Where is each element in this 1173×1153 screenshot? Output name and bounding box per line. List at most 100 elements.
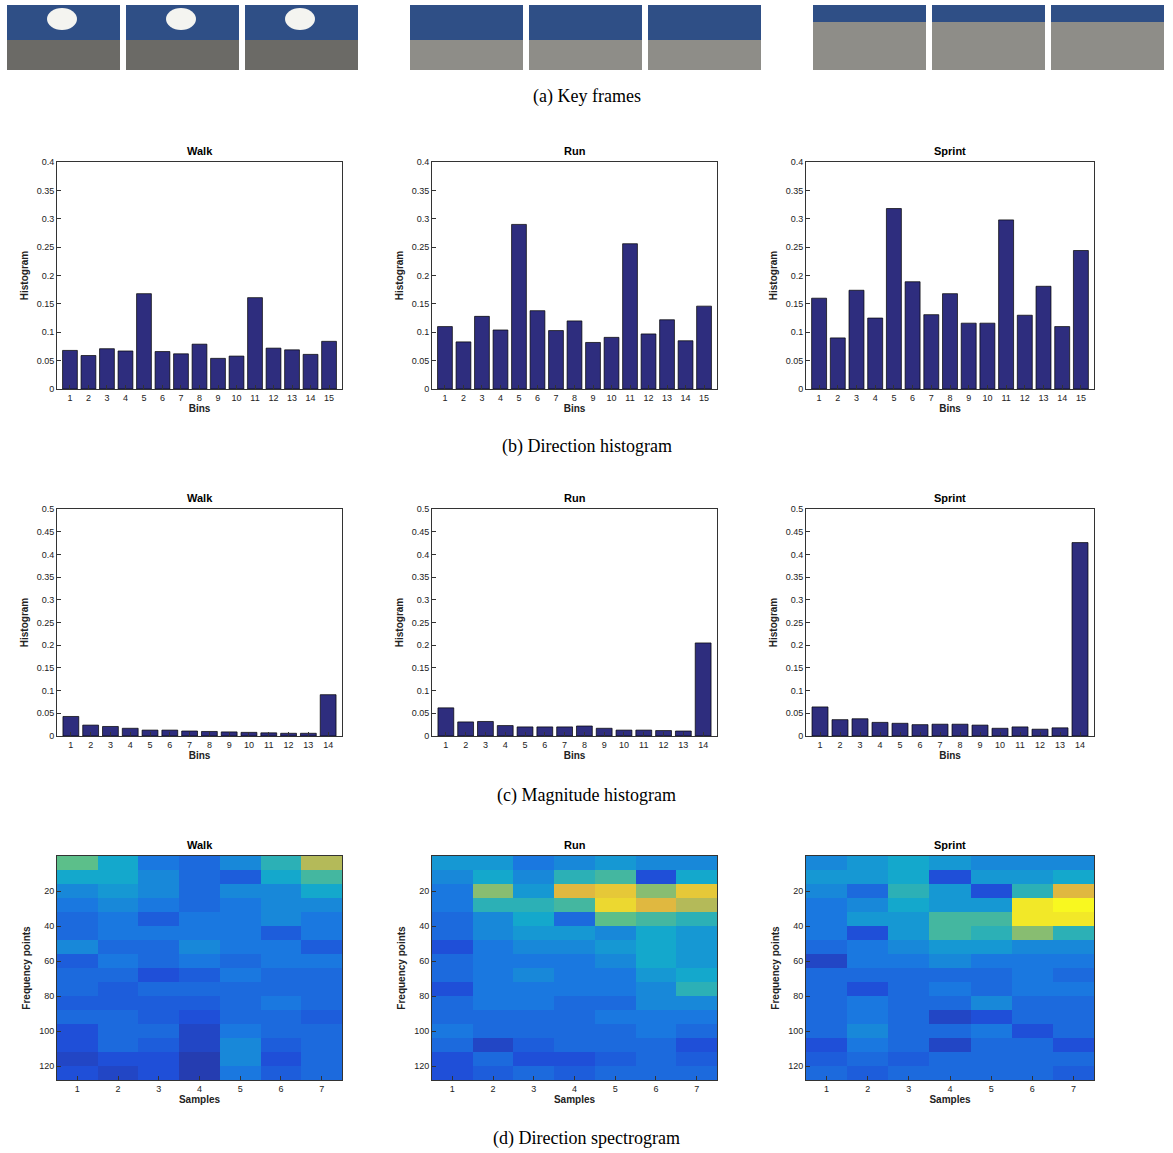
svg-text:6: 6	[653, 1084, 658, 1094]
svg-text:Histogram: Histogram	[19, 598, 30, 648]
svg-text:0.4: 0.4	[417, 550, 430, 560]
svg-text:4: 4	[498, 393, 503, 403]
svg-text:0.1: 0.1	[42, 686, 55, 696]
svg-text:0.35: 0.35	[37, 572, 55, 582]
svg-text:0.3: 0.3	[42, 214, 55, 224]
svg-text:3: 3	[483, 740, 488, 750]
svg-text:Histogram: Histogram	[394, 251, 405, 301]
svg-text:0.1: 0.1	[791, 686, 804, 696]
svg-text:9: 9	[602, 740, 607, 750]
svg-text:14: 14	[323, 740, 333, 750]
svg-text:11: 11	[1015, 740, 1024, 750]
svg-text:0.2: 0.2	[417, 271, 430, 281]
svg-text:Bins: Bins	[564, 403, 586, 414]
svg-text:1: 1	[817, 740, 822, 750]
svg-text:0.1: 0.1	[417, 327, 430, 337]
svg-text:120: 120	[414, 1061, 429, 1071]
svg-text:0.35: 0.35	[786, 572, 804, 582]
svg-text:(c) Magnitude histogram: (c) Magnitude histogram	[497, 785, 676, 806]
svg-text:10: 10	[232, 393, 242, 403]
svg-text:2: 2	[88, 740, 93, 750]
svg-text:4: 4	[123, 393, 128, 403]
svg-text:14: 14	[1057, 393, 1067, 403]
svg-text:7: 7	[562, 740, 567, 750]
svg-text:0.2: 0.2	[42, 271, 55, 281]
svg-text:0.25: 0.25	[786, 618, 804, 628]
svg-text:3: 3	[906, 1084, 911, 1094]
svg-text:20: 20	[419, 886, 429, 896]
svg-text:0.15: 0.15	[786, 299, 804, 309]
svg-text:Run: Run	[564, 839, 586, 851]
svg-text:3: 3	[156, 1084, 161, 1094]
svg-text:120: 120	[788, 1061, 803, 1071]
svg-text:0.4: 0.4	[417, 157, 430, 167]
svg-text:6: 6	[917, 740, 922, 750]
svg-text:12: 12	[1020, 393, 1030, 403]
svg-text:0.1: 0.1	[791, 327, 804, 337]
svg-text:100: 100	[39, 1026, 54, 1036]
svg-text:Histogram: Histogram	[768, 251, 779, 301]
svg-text:0: 0	[798, 731, 803, 741]
svg-text:2: 2	[463, 740, 468, 750]
svg-text:5: 5	[148, 740, 153, 750]
svg-text:5: 5	[891, 393, 896, 403]
svg-text:40: 40	[419, 921, 429, 931]
svg-text:3: 3	[104, 393, 109, 403]
svg-text:1: 1	[443, 740, 448, 750]
svg-text:(a) Key frames: (a) Key frames	[533, 86, 641, 107]
svg-text:60: 60	[419, 956, 429, 966]
svg-text:Walk: Walk	[187, 839, 213, 851]
svg-text:Sprint: Sprint	[934, 145, 966, 157]
svg-text:10: 10	[995, 740, 1005, 750]
svg-text:9: 9	[966, 393, 971, 403]
svg-text:4: 4	[873, 393, 878, 403]
svg-text:13: 13	[303, 740, 313, 750]
svg-text:40: 40	[44, 921, 54, 931]
svg-text:0.15: 0.15	[37, 299, 55, 309]
svg-text:1: 1	[817, 393, 822, 403]
svg-text:Histogram: Histogram	[394, 598, 405, 648]
svg-text:Walk: Walk	[187, 492, 213, 504]
svg-text:11: 11	[264, 740, 273, 750]
svg-text:0.25: 0.25	[37, 242, 55, 252]
svg-text:120: 120	[39, 1061, 54, 1071]
svg-text:7: 7	[1071, 1084, 1076, 1094]
svg-text:7: 7	[937, 740, 942, 750]
svg-text:2: 2	[865, 1084, 870, 1094]
svg-text:8: 8	[582, 740, 587, 750]
svg-text:Histogram: Histogram	[768, 598, 779, 648]
svg-text:14: 14	[698, 740, 708, 750]
svg-text:80: 80	[793, 991, 803, 1001]
svg-text:0.35: 0.35	[37, 186, 55, 196]
svg-text:10: 10	[619, 740, 629, 750]
svg-text:0.05: 0.05	[412, 708, 430, 718]
svg-text:Frequency points: Frequency points	[770, 926, 781, 1010]
svg-text:0.05: 0.05	[786, 708, 804, 718]
svg-text:0: 0	[798, 384, 803, 394]
svg-text:4: 4	[877, 740, 882, 750]
svg-text:Histogram: Histogram	[19, 251, 30, 301]
svg-text:4: 4	[572, 1084, 577, 1094]
svg-text:10: 10	[607, 393, 617, 403]
svg-text:0.4: 0.4	[42, 157, 55, 167]
svg-text:Frequency points: Frequency points	[396, 926, 407, 1010]
svg-text:14: 14	[681, 393, 691, 403]
svg-text:0.5: 0.5	[42, 504, 55, 514]
svg-text:0.35: 0.35	[412, 186, 430, 196]
svg-text:0.15: 0.15	[412, 299, 430, 309]
svg-text:15: 15	[324, 393, 334, 403]
svg-text:0.15: 0.15	[786, 663, 804, 673]
svg-text:13: 13	[287, 393, 297, 403]
svg-text:13: 13	[662, 393, 672, 403]
svg-text:4: 4	[128, 740, 133, 750]
svg-text:Bins: Bins	[189, 403, 211, 414]
svg-text:14: 14	[1075, 740, 1085, 750]
svg-text:5: 5	[989, 1084, 994, 1094]
svg-text:11: 11	[639, 740, 648, 750]
svg-text:1: 1	[75, 1084, 80, 1094]
svg-text:0.4: 0.4	[791, 157, 804, 167]
svg-text:0.2: 0.2	[791, 640, 804, 650]
svg-text:1: 1	[442, 393, 447, 403]
svg-text:Run: Run	[564, 492, 586, 504]
svg-text:8: 8	[207, 740, 212, 750]
